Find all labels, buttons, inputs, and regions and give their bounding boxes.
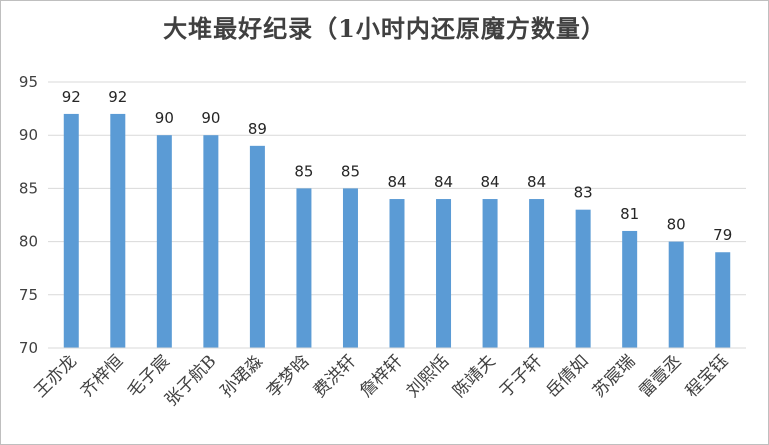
y-tick-label: 75 [19, 286, 38, 304]
bar [342, 188, 358, 348]
x-category-label: 苏宸瑞 [589, 351, 639, 401]
x-category-label: 雷壹丞 [636, 351, 686, 401]
data-label: 92 [62, 88, 81, 106]
data-label: 90 [201, 109, 220, 127]
x-category-label: 于子轩 [496, 351, 546, 401]
data-label: 92 [108, 88, 127, 106]
bar [389, 199, 405, 348]
bar [203, 135, 219, 348]
x-category-label: 岳倩如 [542, 351, 592, 401]
bar [668, 241, 684, 348]
bar [622, 230, 638, 348]
chart-title: 大堆最好纪录（1小时内还原魔方数量） [163, 14, 606, 43]
y-tick-label: 70 [19, 339, 38, 357]
x-category-label: 王亦龙 [31, 351, 81, 401]
bar [156, 135, 172, 348]
data-label: 85 [294, 162, 313, 180]
data-label: 90 [155, 109, 174, 127]
data-label: 89 [248, 120, 267, 138]
x-category-label: 张子航B [161, 351, 220, 410]
data-label: 80 [667, 216, 686, 234]
x-category-label: 刘熙恬 [403, 351, 453, 401]
data-label: 84 [481, 173, 500, 191]
bar [63, 113, 79, 348]
bar [529, 199, 545, 348]
data-label: 85 [341, 162, 360, 180]
x-category-label: 陈靖夫 [449, 351, 499, 401]
y-tick-label: 90 [19, 126, 38, 144]
data-label: 84 [434, 173, 453, 191]
bar [436, 199, 452, 348]
data-label: 79 [713, 226, 732, 244]
bar [249, 145, 265, 348]
bar [482, 199, 498, 348]
y-tick-label: 80 [19, 233, 38, 251]
data-label: 81 [620, 205, 639, 223]
bar [296, 188, 312, 348]
x-category-label: 齐梓恒 [77, 351, 127, 401]
y-tick-label: 95 [19, 73, 38, 91]
data-label: 84 [387, 173, 406, 191]
bar [715, 252, 731, 348]
bar [575, 209, 591, 348]
data-label: 84 [527, 173, 546, 191]
data-label: 83 [574, 184, 593, 202]
bar [110, 113, 126, 348]
x-category-label: 程宝钰 [682, 351, 732, 401]
x-category-label: 孙珺淼 [217, 351, 267, 401]
y-tick-label: 85 [19, 179, 38, 197]
x-category-label: 费洪轩 [310, 351, 360, 401]
x-category-label: 李梦晗 [263, 351, 313, 401]
x-category-label: 詹梓轩 [356, 351, 406, 401]
